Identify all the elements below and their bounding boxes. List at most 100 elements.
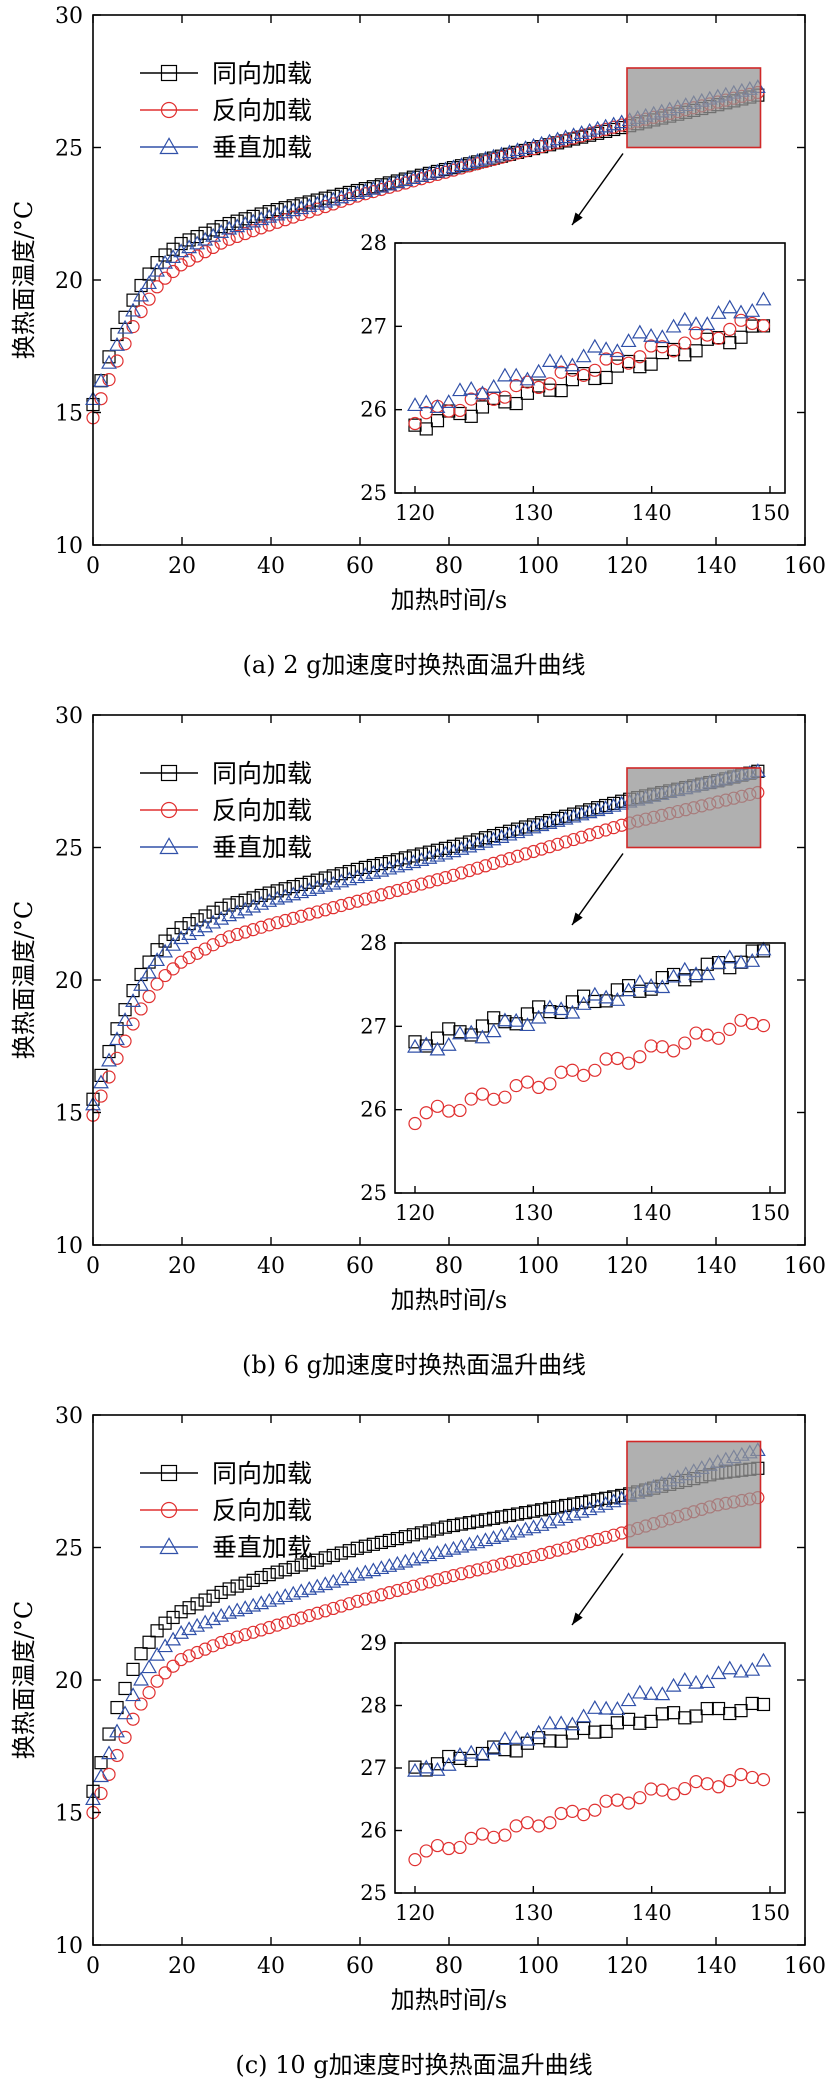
data-point-circle	[502, 1555, 517, 1569]
data-point-square	[607, 1490, 621, 1504]
data-point-circle	[102, 373, 116, 387]
data-point-square	[262, 1568, 276, 1582]
data-point-circle	[214, 933, 228, 948]
x-tick-label: 140	[695, 1954, 737, 1979]
inset-data-point-triangle	[519, 1731, 536, 1746]
data-point-circle	[575, 1537, 589, 1551]
data-point-square	[430, 1522, 445, 1536]
data-point-circle	[190, 249, 204, 263]
inset-data-point-triangle	[541, 999, 558, 1014]
inset-data-point-triangle	[463, 380, 480, 395]
data-point-circle	[126, 1017, 140, 1031]
inset-data-point-triangle	[631, 974, 648, 989]
inset-data-point-triangle	[564, 1004, 581, 1019]
inset-data-point-circle	[610, 1051, 624, 1066]
inset-data-point-square	[554, 384, 568, 398]
data-point-circle	[206, 1639, 220, 1653]
data-point-square	[510, 822, 525, 836]
inset-data-point-circle	[610, 351, 624, 366]
y-tick-label: 25	[55, 837, 83, 862]
data-point-square	[374, 857, 388, 871]
inset-data-point-square	[475, 400, 490, 414]
inset-data-point-square	[745, 1696, 759, 1711]
inset-data-point-square	[520, 1007, 535, 1021]
inset-data-point-circle	[756, 319, 771, 333]
inset-frame	[394, 942, 786, 1194]
data-point-triangle	[133, 976, 149, 991]
data-point-circle	[478, 1561, 493, 1575]
data-point-circle	[599, 823, 613, 837]
legend-marker-triangle	[159, 1537, 179, 1555]
data-point-square	[486, 828, 501, 843]
data-point-circle	[158, 271, 172, 285]
data-point-square	[438, 1520, 453, 1534]
inset-x-tick-label: 140	[632, 1901, 672, 1925]
data-point-square	[310, 193, 324, 207]
inset-data-point-triangle	[688, 316, 704, 331]
data-point-square	[206, 1589, 220, 1603]
inset-data-point-circle	[577, 1808, 591, 1822]
data-point-circle	[230, 229, 244, 244]
data-point-square	[102, 1044, 116, 1059]
data-point-circle	[94, 1089, 108, 1103]
inset-data-point-triangle	[620, 333, 637, 348]
inset-data-point-square	[599, 370, 613, 385]
data-point-circle	[326, 1601, 340, 1616]
inset-data-point-square	[678, 1711, 692, 1725]
inset-data-point-triangle	[519, 371, 536, 386]
data-point-circle	[174, 1652, 188, 1667]
legend-marker-triangle	[159, 137, 179, 155]
data-point-circle	[134, 1697, 148, 1711]
inset-data-point-triangle	[496, 367, 513, 382]
data-point-square	[366, 1537, 380, 1551]
data-point-circle	[246, 1625, 260, 1639]
data-point-circle	[566, 832, 581, 847]
inset-data-point-triangle	[721, 1660, 738, 1675]
inset-data-point-triangle	[688, 966, 704, 981]
data-point-triangle	[133, 1671, 149, 1686]
data-point-square	[566, 807, 581, 821]
panel-2: 0 20 40 60 80 100 120 140 160 10 15 20 25 30 加热时间/s 换热面…	[10, 1404, 826, 2079]
data-point-circle	[150, 977, 164, 991]
inset-data-point-circle	[543, 1077, 557, 1091]
data-point-square	[198, 909, 212, 923]
legend-item-triangle: 垂直加载	[140, 833, 312, 862]
data-point-square	[358, 1539, 372, 1553]
x-tick-label: 40	[257, 1954, 285, 1979]
data-point-triangle	[181, 239, 198, 254]
data-point-square	[342, 1544, 356, 1558]
x-tick-label: 0	[86, 1254, 100, 1279]
data-point-circle	[542, 840, 557, 854]
data-point-square	[126, 293, 140, 307]
inset-x-tick-label: 130	[513, 1201, 553, 1225]
data-point-circle	[110, 354, 124, 368]
inset-data-point-circle	[644, 1039, 658, 1053]
data-point-triangle	[157, 1638, 174, 1653]
data-point-triangle	[141, 964, 158, 979]
inset-data-point-square	[430, 1031, 445, 1045]
data-point-square	[575, 1496, 589, 1510]
data-point-circle	[478, 859, 493, 873]
data-point-circle	[102, 1070, 116, 1084]
inset-series-circle	[408, 1013, 771, 1131]
data-point-circle	[462, 1565, 477, 1579]
inset-series-triangle	[407, 941, 772, 1056]
inset-series-circle	[408, 313, 771, 431]
inset-data-point-triangle	[665, 1677, 682, 1692]
data-point-square	[526, 1504, 541, 1518]
data-point-circle	[318, 903, 332, 917]
x-tick-label: 40	[257, 554, 285, 579]
x-tick-label: 80	[435, 554, 463, 579]
inset-data-point-triangle	[530, 363, 547, 378]
data-point-square	[358, 182, 372, 196]
data-point-circle	[454, 866, 469, 880]
inset-y-tick-label: 28	[360, 1694, 387, 1718]
data-point-square	[486, 1511, 501, 1525]
y-tick-label: 30	[55, 4, 83, 29]
data-point-triangle	[117, 319, 133, 334]
data-point-square	[302, 195, 316, 209]
data-point-circle	[390, 1583, 404, 1598]
data-point-square	[542, 813, 557, 828]
inset-data-point-triangle	[541, 353, 558, 367]
inset-data-point-circle	[678, 1781, 692, 1796]
